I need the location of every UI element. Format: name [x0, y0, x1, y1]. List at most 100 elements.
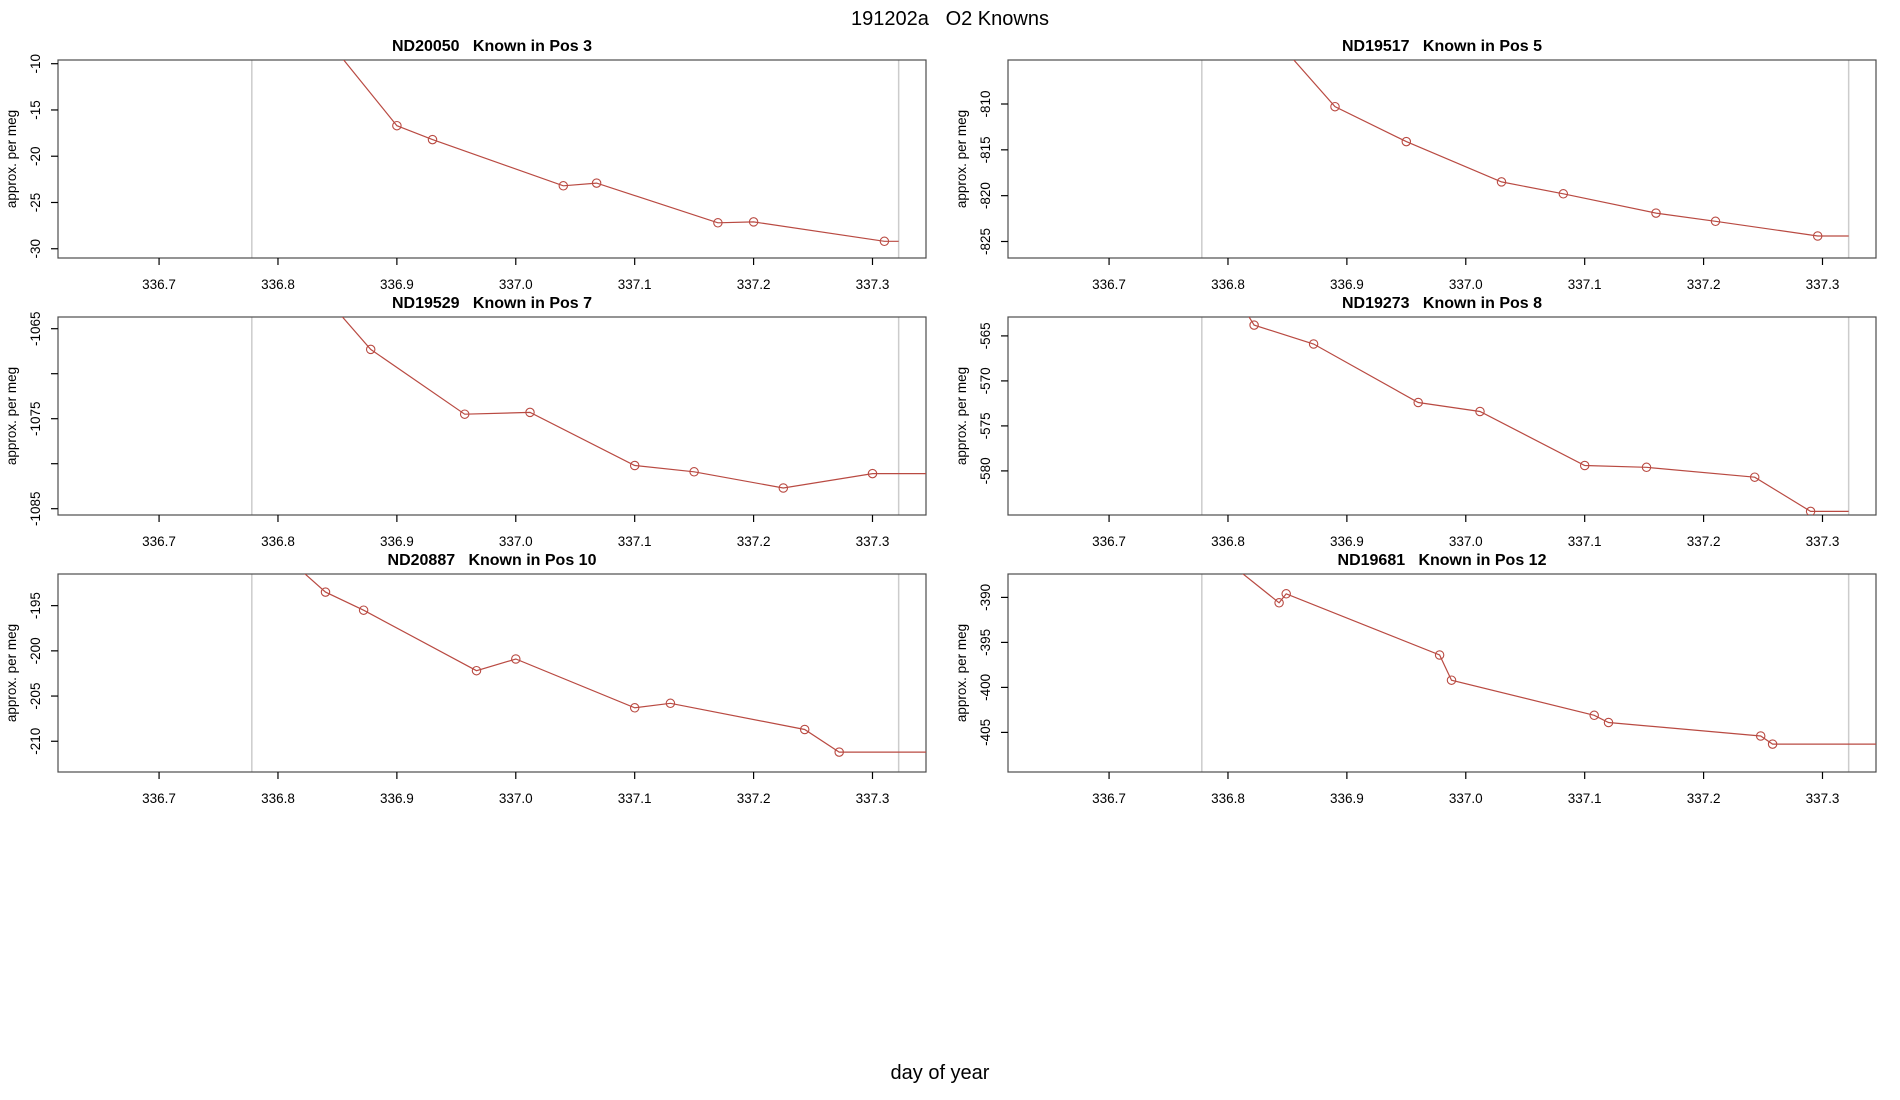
x-tick-label: 337.0 — [499, 277, 533, 292]
y-axis-label: approx. per meg — [4, 110, 19, 208]
data-line — [342, 60, 899, 242]
data-point-marker — [1812, 231, 1823, 241]
x-tick-label: 337.3 — [1806, 277, 1840, 292]
plot-svg: 336.7 336.8 336.9 337.0 337.1 337.2 337.3 -195 -… — [4, 573, 927, 806]
data-point-marker — [629, 460, 640, 471]
x-tick-label: 337.3 — [856, 791, 890, 806]
data-series-group — [304, 574, 926, 757]
y-tick-label: -195 — [28, 592, 43, 619]
plot-svg: 336.7 336.8 336.9 337.0 337.1 337.2 337.3 -390 -… — [954, 573, 1877, 806]
chart-panel: ND19529 Known in Pos 7 336.7 336.8 336.9 337… — [0, 269, 950, 559]
data-point-marker — [834, 747, 844, 757]
y-axis-label: approx. per meg — [954, 367, 969, 465]
data-point-marker — [320, 587, 331, 597]
plot-border — [1007, 573, 1877, 773]
data-point-marker — [665, 698, 676, 709]
data-point-marker — [1651, 208, 1661, 218]
y-tick-label: -200 — [28, 637, 43, 664]
x-tick-label: 337.1 — [618, 277, 652, 292]
data-point-marker — [1274, 598, 1284, 608]
y-tick-label: -30 — [28, 239, 43, 259]
chart-panel: ND19273 Known in Pos 8 336.7 336.8 336.9 337… — [950, 269, 1900, 559]
x-tick-label: 336.7 — [1092, 534, 1126, 549]
y-axis-label: approx. per meg — [4, 624, 19, 722]
x-tick-label: 336.7 — [1092, 277, 1126, 292]
data-line — [304, 574, 926, 753]
plot-border — [57, 573, 927, 773]
chart-panel: ND19681 Known in Pos 12 336.7 336.8 336.9 33… — [950, 526, 1900, 816]
y-axis-label: approx. per meg — [954, 110, 969, 208]
data-line — [341, 317, 926, 489]
x-tick-label: 336.9 — [380, 277, 414, 292]
x-tick-label: 337.3 — [856, 277, 890, 292]
data-point-marker — [1603, 717, 1614, 728]
x-tick-label: 337.2 — [737, 791, 771, 806]
x-tick-label: 337.0 — [1449, 791, 1483, 806]
x-tick-label: 337.1 — [1568, 534, 1602, 549]
x-tick-label: 337.2 — [737, 534, 771, 549]
data-point-marker — [471, 665, 482, 676]
x-tick-label: 337.2 — [1687, 791, 1721, 806]
data-line — [1248, 317, 1849, 512]
data-point-marker — [1589, 710, 1599, 721]
y-tick-label: -15 — [28, 100, 43, 120]
data-line — [1242, 574, 1876, 745]
y-tick-label: -205 — [28, 683, 43, 710]
y-axis-label: approx. per meg — [954, 624, 969, 722]
x-tick-label: 336.7 — [142, 791, 176, 806]
data-series-group — [1248, 317, 1849, 515]
x-tick-label: 336.8 — [261, 791, 295, 806]
x-tick-label: 336.7 — [142, 277, 176, 292]
x-tick-label: 337.0 — [1449, 534, 1483, 549]
data-point-marker — [558, 181, 569, 191]
data-line — [1293, 60, 1849, 237]
data-point-marker — [867, 468, 878, 479]
x-tick-label: 337.1 — [1568, 791, 1602, 806]
data-point-marker — [748, 217, 759, 227]
y-tick-label: -405 — [978, 719, 993, 746]
x-tick-label: 336.8 — [1211, 791, 1245, 806]
y-tick-label: -210 — [28, 728, 43, 755]
x-tick-label: 337.0 — [499, 791, 533, 806]
y-tick-label: -810 — [978, 90, 993, 117]
data-point-marker — [1641, 462, 1652, 473]
y-tick-label: -575 — [978, 412, 993, 439]
data-point-marker — [1330, 101, 1340, 112]
x-tick-label: 337.2 — [1687, 534, 1721, 549]
x-tick-label: 336.9 — [380, 791, 414, 806]
data-point-marker — [1249, 320, 1259, 330]
data-point-marker — [1413, 397, 1423, 408]
panel-title: ND19273 Known in Pos 8 — [1341, 295, 1543, 312]
data-point-marker — [713, 218, 723, 228]
y-tick-label: -25 — [28, 193, 43, 213]
data-point-marker — [778, 483, 789, 493]
chart-panel: ND19517 Known in Pos 5 336.7 336.8 336.9 337… — [950, 12, 1900, 302]
y-tick-label: -1075 — [28, 401, 43, 436]
x-tick-label: 336.8 — [261, 534, 295, 549]
data-point-marker — [689, 467, 699, 477]
x-tick-label: 337.3 — [1806, 534, 1840, 549]
x-tick-label: 337.2 — [1687, 277, 1721, 292]
x-tick-label: 337.3 — [1806, 791, 1840, 806]
data-point-marker — [1496, 177, 1507, 187]
y-tick-label: -390 — [978, 584, 993, 611]
x-tick-label: 336.8 — [261, 277, 295, 292]
y-tick-label: -815 — [978, 136, 993, 163]
y-tick-label: -580 — [978, 457, 993, 484]
x-tick-label: 336.9 — [1330, 791, 1364, 806]
x-tick-label: 337.2 — [737, 277, 771, 292]
panel-title: ND20050 Known in Pos 3 — [391, 38, 593, 55]
data-point-marker — [1579, 460, 1590, 471]
y-tick-label: -20 — [28, 146, 43, 166]
data-point-marker — [629, 703, 640, 713]
data-point-marker — [1308, 339, 1319, 349]
x-tick-label: 336.7 — [1092, 791, 1126, 806]
data-point-marker — [1767, 739, 1778, 749]
data-point-marker — [591, 178, 602, 188]
data-point-marker — [459, 409, 470, 419]
data-point-marker — [1475, 406, 1485, 417]
x-tick-label: 336.8 — [1211, 277, 1245, 292]
x-tick-label: 336.9 — [1330, 277, 1364, 292]
data-point-marker — [1805, 506, 1816, 515]
data-point-marker — [1434, 650, 1445, 660]
